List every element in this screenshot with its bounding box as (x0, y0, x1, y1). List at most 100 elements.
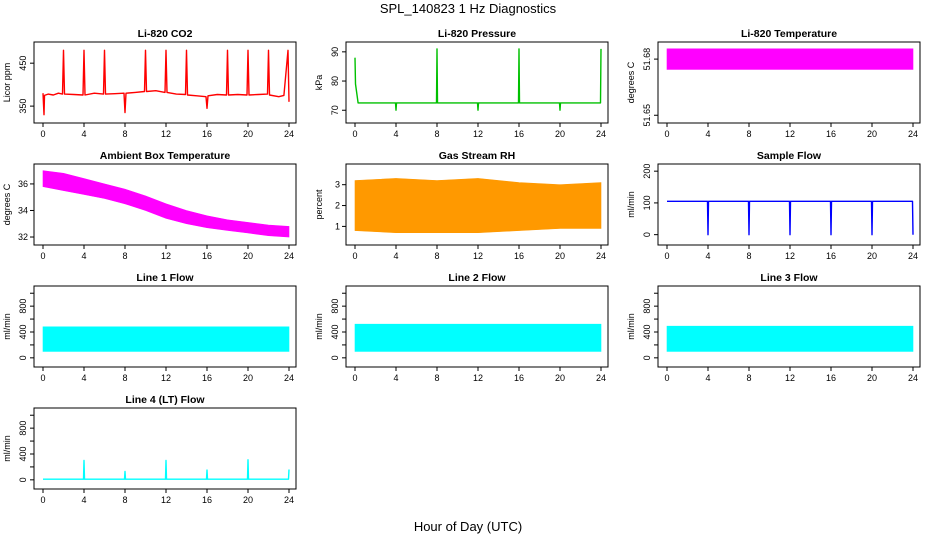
x-tick-label: 16 (202, 495, 212, 505)
x-tick-label: 0 (664, 129, 669, 139)
y-tick-label: 800 (330, 299, 340, 314)
x-tick-label: 0 (352, 373, 357, 383)
panel-ylabel: ml/min (626, 191, 636, 218)
x-tick-label: 16 (514, 251, 524, 261)
panel-title: Line 4 (LT) Flow (125, 394, 205, 406)
panel-line2: Line 2 Flow ml/min 0 4 8 12 16 20 24 0 400 800 (314, 272, 609, 383)
y-tick-label: 51.68 (642, 48, 652, 71)
panel-frame (345, 285, 609, 368)
x-tick-label: 4 (393, 251, 398, 261)
panel-ambient: Ambient Box Temperature degrees C 0 4 8 12 16 2… (2, 150, 297, 261)
panel-title: Gas Stream RH (439, 150, 515, 162)
y-tick-label: 51.65 (642, 104, 652, 127)
y-tick-label: 400 (330, 324, 340, 339)
series-band (354, 178, 602, 233)
x-tick-label: 12 (473, 373, 483, 383)
y-tick-label: 36 (18, 179, 28, 189)
x-tick-label: 12 (785, 251, 795, 261)
x-tick-label: 0 (40, 129, 45, 139)
x-tick-label: 12 (161, 129, 171, 139)
panel-pressure: Li-820 Pressure kPa 0 4 8 12 16 20 24 70 80 90 (314, 28, 609, 139)
x-tick-label: 24 (284, 129, 294, 139)
x-tick-label: 8 (746, 373, 751, 383)
panel-frame (33, 285, 297, 368)
y-tick-label: 350 (18, 99, 28, 114)
y-tick-label: 1 (335, 221, 340, 231)
panel-ylabel: ml/min (314, 313, 324, 340)
x-tick-label: 4 (81, 129, 86, 139)
x-tick-label: 8 (746, 129, 751, 139)
x-tick-label: 24 (596, 373, 606, 383)
x-tick-label: 12 (785, 373, 795, 383)
panel-ylabel: degrees C (626, 61, 636, 103)
x-tick-label: 0 (352, 129, 357, 139)
x-tick-label: 8 (434, 373, 439, 383)
x-tick-label: 16 (202, 129, 212, 139)
panel-temperature: Li-820 Temperature degrees C 0 4 8 12 16 20 24 51… (626, 28, 921, 139)
y-tick-label: 90 (330, 47, 340, 57)
series-band (42, 326, 290, 352)
panel-ylabel: degrees C (2, 183, 12, 225)
x-tick-label: 20 (243, 495, 253, 505)
y-tick-label: 80 (330, 76, 340, 86)
panel-title: Li-820 Pressure (438, 28, 516, 40)
x-tick-label: 16 (826, 373, 836, 383)
x-tick-label: 8 (122, 373, 127, 383)
x-tick-label: 24 (908, 251, 918, 261)
panel-title: Line 3 Flow (760, 272, 818, 284)
panel-sample: Sample Flow ml/min 0 4 8 12 16 20 24 0 100 200 (626, 150, 921, 261)
x-tick-label: 20 (867, 129, 877, 139)
x-tick-label: 20 (555, 129, 565, 139)
x-tick-label: 4 (81, 251, 86, 261)
panel-frame (345, 41, 609, 124)
x-tick-label: 4 (393, 373, 398, 383)
series-band (666, 325, 914, 352)
panel-frame (33, 407, 297, 490)
y-tick-label: 100 (642, 195, 652, 210)
x-tick-label: 8 (122, 251, 127, 261)
panel-ylabel: kPa (314, 75, 324, 91)
x-tick-label: 0 (40, 373, 45, 383)
x-tick-label: 8 (122, 129, 127, 139)
panel-ylabel: ml/min (626, 313, 636, 340)
x-tick-label: 0 (664, 251, 669, 261)
panel-title: Li-820 CO2 (138, 28, 193, 40)
x-tick-label: 20 (243, 251, 253, 261)
x-tick-label: 16 (514, 373, 524, 383)
x-tick-label: 0 (352, 251, 357, 261)
series-line (667, 200, 914, 236)
x-tick-label: 20 (555, 373, 565, 383)
x-tick-label: 4 (705, 373, 710, 383)
figure-xlabel: Hour of Day (UTC) (414, 519, 522, 534)
panel-line3: Line 3 Flow ml/min 0 4 8 12 16 20 24 0 400 800 (626, 272, 921, 383)
panel-frame (33, 163, 297, 246)
y-tick-label: 3 (335, 180, 340, 190)
x-tick-label: 24 (596, 251, 606, 261)
x-tick-label: 4 (705, 129, 710, 139)
panel-frame (657, 285, 921, 368)
x-tick-label: 0 (40, 495, 45, 505)
y-tick-label: 0 (330, 355, 340, 360)
panel-title: Line 1 Flow (136, 272, 194, 284)
panel-ylabel: ml/min (2, 313, 12, 340)
x-tick-label: 0 (40, 251, 45, 261)
x-tick-label: 16 (202, 251, 212, 261)
y-tick-label: 800 (18, 421, 28, 436)
series-band (42, 170, 290, 238)
x-tick-label: 12 (161, 373, 171, 383)
figure-title: SPL_140823 1 Hz Diagnostics (380, 1, 557, 16)
x-tick-label: 20 (867, 373, 877, 383)
x-tick-label: 24 (284, 373, 294, 383)
x-tick-label: 12 (473, 129, 483, 139)
panel-title: Line 2 Flow (448, 272, 506, 284)
y-tick-label: 0 (642, 232, 652, 237)
x-tick-label: 0 (664, 373, 669, 383)
panel-ylabel: Licor ppm (2, 63, 12, 103)
y-tick-label: 0 (18, 355, 28, 360)
y-tick-label: 800 (642, 299, 652, 314)
panel-frame (657, 41, 921, 124)
x-tick-label: 24 (284, 251, 294, 261)
panel-co2: Li-820 CO2 Licor ppm 0 4 8 12 16 20 24 350 450 (2, 28, 297, 139)
x-tick-label: 20 (243, 373, 253, 383)
y-tick-label: 2 (335, 201, 340, 211)
